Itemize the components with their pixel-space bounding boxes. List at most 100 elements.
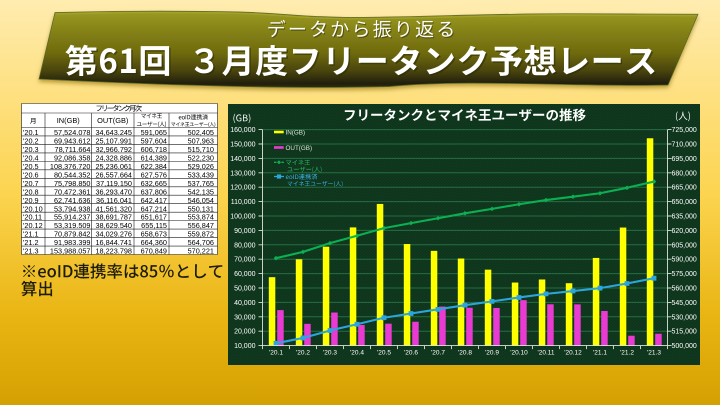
svg-text:25,107.991: 25,107.991	[95, 137, 132, 146]
svg-text:34,643.245: 34,643.245	[95, 128, 132, 137]
svg-text:537,765: 537,765	[188, 179, 214, 188]
svg-text:IN(GB): IN(GB)	[57, 116, 80, 125]
svg-text:'20.3: '20.3	[23, 145, 39, 154]
svg-text:680,000: 680,000	[672, 170, 697, 177]
svg-text:'21.3: '21.3	[23, 247, 39, 256]
svg-text:26,557.664: 26,557.664	[95, 170, 132, 179]
svg-text:500,000: 500,000	[672, 343, 697, 350]
svg-text:542,135: 542,135	[188, 187, 214, 196]
svg-text:57,524.078: 57,524.078	[54, 128, 91, 137]
svg-text:'20.2: '20.2	[23, 137, 39, 146]
svg-text:30,000: 30,000	[234, 314, 256, 321]
svg-text:553,874: 553,874	[188, 213, 214, 222]
svg-text:'21.2: '21.2	[620, 350, 634, 357]
svg-text:515,710: 515,710	[188, 145, 214, 154]
svg-text:'20.6: '20.6	[23, 170, 39, 179]
svg-text:41,561.320: 41,561.320	[95, 204, 132, 213]
svg-text:546,054: 546,054	[188, 196, 214, 205]
svg-text:'20.7: '20.7	[23, 179, 39, 188]
svg-text:53,794.938: 53,794.938	[54, 204, 91, 213]
svg-text:62,741.636: 62,741.636	[54, 196, 91, 205]
svg-text:670,849: 670,849	[141, 247, 167, 256]
svg-text:507,963: 507,963	[188, 137, 214, 146]
svg-text:635,000: 635,000	[672, 214, 697, 221]
svg-text:710,000: 710,000	[672, 142, 697, 149]
svg-text:627,576: 627,576	[141, 170, 167, 179]
svg-text:647,214: 647,214	[141, 204, 167, 213]
svg-text:'20.4: '20.4	[350, 350, 364, 357]
svg-text:'20.2: '20.2	[296, 350, 310, 357]
svg-text:78,711.664: 78,711.664	[55, 145, 91, 154]
svg-text:664,360: 664,360	[141, 238, 167, 247]
svg-text:80,544.352: 80,544.352	[54, 170, 91, 179]
svg-text:140,000: 140,000	[230, 156, 255, 163]
svg-text:55,914.237: 55,914.237	[54, 213, 91, 222]
svg-text:620,000: 620,000	[672, 228, 697, 235]
svg-text:632,665: 632,665	[141, 179, 167, 188]
svg-text:OUT(GB): OUT(GB)	[286, 145, 313, 152]
svg-text:'20.8: '20.8	[23, 187, 39, 196]
svg-text:'20.11: '20.11	[537, 350, 554, 357]
svg-text:655,115: 655,115	[141, 221, 167, 230]
svg-text:100,000: 100,000	[230, 214, 255, 221]
svg-text:650,000: 650,000	[672, 199, 697, 206]
svg-text:559,872: 559,872	[188, 230, 214, 239]
svg-text:'20.4: '20.4	[23, 153, 39, 162]
svg-text:529,026: 529,026	[188, 162, 214, 171]
svg-text:70,000: 70,000	[234, 257, 256, 264]
svg-text:'20.5: '20.5	[23, 162, 39, 171]
svg-text:658,673: 658,673	[141, 230, 167, 239]
svg-text:38,691.787: 38,691.787	[95, 213, 132, 222]
svg-text:'20.1: '20.1	[269, 350, 283, 357]
svg-text:90,000: 90,000	[234, 228, 256, 235]
svg-text:37,119.150: 37,119.150	[96, 179, 132, 188]
svg-text:570,221: 570,221	[188, 247, 214, 256]
svg-text:108,376.720: 108,376.720	[50, 162, 91, 171]
svg-text:'20.5: '20.5	[377, 350, 391, 357]
svg-text:IN(GB): IN(GB)	[286, 129, 306, 136]
svg-text:'20.9: '20.9	[23, 196, 39, 205]
svg-text:130,000: 130,000	[230, 170, 255, 177]
svg-text:522,230: 522,230	[188, 153, 214, 162]
svg-text:'20.1: '20.1	[23, 128, 39, 137]
svg-text:606,718: 606,718	[141, 145, 167, 154]
svg-text:590,000: 590,000	[672, 257, 697, 264]
svg-text:75,798.850: 75,798.850	[54, 179, 91, 188]
svg-text:575,000: 575,000	[672, 271, 697, 278]
svg-text:665,000: 665,000	[672, 185, 697, 192]
svg-text:642,417: 642,417	[141, 196, 167, 205]
svg-text:60,000: 60,000	[234, 271, 256, 278]
svg-text:70,472.361: 70,472.361	[54, 187, 91, 196]
svg-text:'21.1: '21.1	[593, 350, 607, 357]
svg-text:564,706: 564,706	[188, 238, 214, 247]
svg-text:150,000: 150,000	[230, 142, 255, 149]
svg-text:'20.6: '20.6	[404, 350, 418, 357]
svg-text:'20.9: '20.9	[485, 350, 499, 357]
svg-text:69,943.612: 69,943.612	[54, 137, 91, 146]
svg-text:10,000: 10,000	[234, 343, 256, 350]
svg-text:530,000: 530,000	[672, 314, 697, 321]
svg-text:695,000: 695,000	[672, 156, 697, 163]
svg-text:'20.10: '20.10	[23, 204, 43, 213]
svg-text:50,000: 50,000	[234, 286, 256, 293]
svg-text:153,988.057: 153,988.057	[50, 247, 91, 256]
svg-text:'20.8: '20.8	[458, 350, 472, 357]
svg-text:25,236.061: 25,236.061	[95, 162, 132, 171]
svg-text:32,966.792: 32,966.792	[95, 145, 132, 154]
svg-text:36,293.470: 36,293.470	[95, 187, 132, 196]
svg-text:34,029.276: 34,029.276	[95, 230, 132, 239]
svg-text:637,806: 637,806	[141, 187, 167, 196]
svg-text:533,439: 533,439	[188, 170, 214, 179]
svg-text:651,617: 651,617	[141, 213, 167, 222]
svg-text:36,116.041: 36,116.041	[96, 196, 132, 205]
svg-text:40,000: 40,000	[234, 300, 256, 307]
svg-text:725,000: 725,000	[672, 127, 697, 134]
svg-text:622,384: 622,384	[141, 162, 167, 171]
svg-text:'20.11: '20.11	[23, 213, 42, 222]
svg-text:20,000: 20,000	[234, 329, 256, 336]
svg-text:92,086.358: 92,086.358	[54, 153, 91, 162]
svg-text:'20.12: '20.12	[564, 350, 582, 357]
svg-text:'21.2: '21.2	[23, 238, 39, 247]
svg-text:53,319.509: 53,319.509	[54, 221, 91, 230]
svg-text:550,131: 550,131	[188, 204, 214, 213]
